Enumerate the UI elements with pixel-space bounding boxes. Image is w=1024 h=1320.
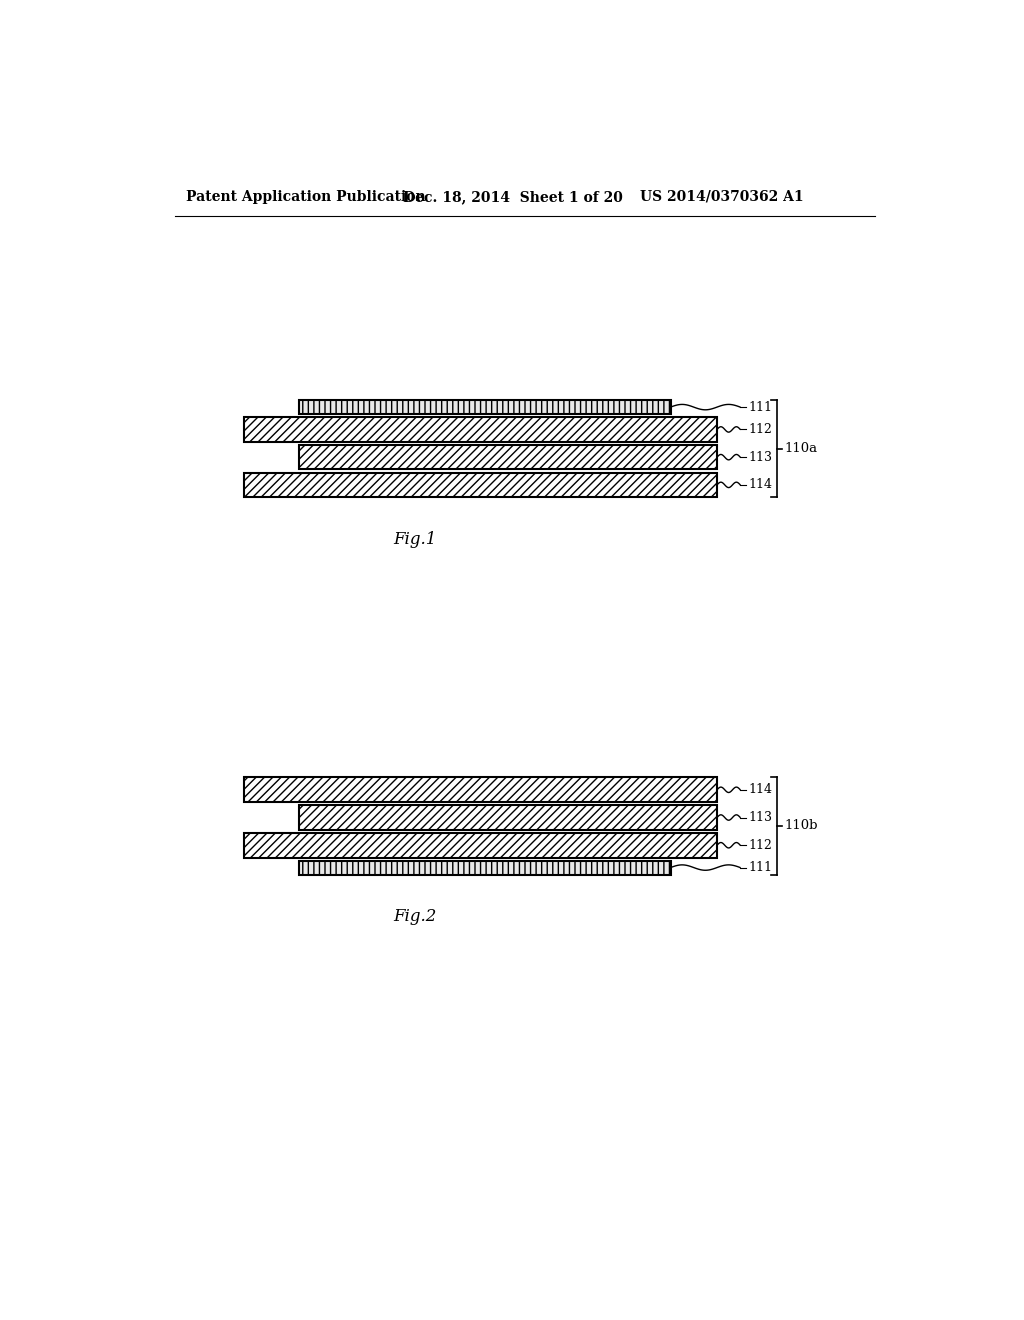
Bar [245, 417, 717, 442]
Text: 110a: 110a [784, 442, 817, 455]
Text: US 2014/0370362 A1: US 2014/0370362 A1 [640, 190, 803, 203]
Text: 111: 111 [748, 400, 772, 413]
Bar [245, 833, 717, 858]
Text: Patent Application Publication: Patent Application Publication [186, 190, 426, 203]
Text: Fig.2: Fig.2 [393, 908, 436, 925]
Bar [299, 805, 717, 830]
Text: 113: 113 [748, 450, 772, 463]
Text: 113: 113 [748, 810, 772, 824]
Text: Dec. 18, 2014  Sheet 1 of 20: Dec. 18, 2014 Sheet 1 of 20 [403, 190, 623, 203]
Bar [299, 861, 671, 875]
Text: Fig.1: Fig.1 [393, 531, 436, 548]
Text: 114: 114 [748, 783, 772, 796]
Bar [299, 445, 717, 470]
Text: 112: 112 [748, 838, 772, 851]
Bar [245, 473, 717, 498]
Text: 112: 112 [748, 422, 772, 436]
Text: 111: 111 [748, 861, 772, 874]
Bar [245, 777, 717, 803]
Text: 114: 114 [748, 478, 772, 491]
Bar [299, 400, 671, 414]
Text: 110b: 110b [784, 820, 818, 833]
